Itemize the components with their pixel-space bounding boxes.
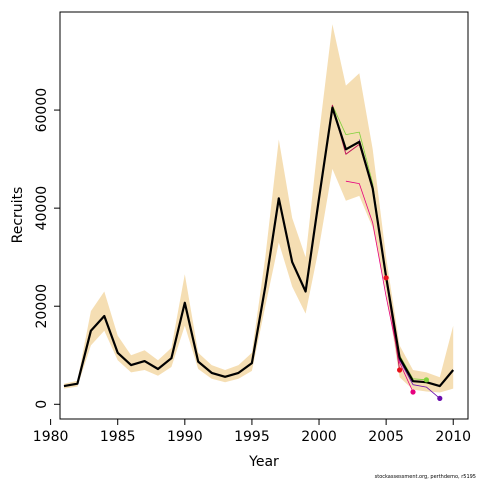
series-lines [63, 104, 455, 399]
y-tick-label: 40000 [34, 186, 50, 231]
endpoint-marker-4 [423, 377, 429, 383]
x-tick-label: 2000 [301, 429, 337, 445]
confidence-band [64, 24, 454, 393]
y-tick-label: 20000 [34, 284, 50, 329]
y-tick-label: 0 [34, 400, 50, 409]
y-axis-title: Recruits [10, 187, 26, 244]
series-line-3 [345, 180, 414, 393]
plot-area [59, 11, 469, 420]
x-tick-label: 1985 [100, 429, 136, 445]
x-tick-label: 1990 [167, 429, 203, 445]
confidence-band-area [64, 24, 454, 393]
x-tick-label: 1995 [234, 429, 270, 445]
x-axis-title: Year [248, 454, 279, 470]
endpoint-marker-1 [383, 275, 389, 281]
endpoint-marker-2 [397, 367, 403, 373]
x-tick-label: 2010 [435, 429, 471, 445]
series-line-1 [63, 106, 455, 388]
y-tick-label: 60000 [34, 88, 50, 133]
y-axis: 0 20000 40000 60000 [34, 88, 60, 409]
series-endpoints [383, 275, 443, 401]
x-tick-label: 2005 [368, 429, 404, 445]
endpoint-marker-3 [410, 389, 416, 395]
endpoint-marker-5 [437, 395, 443, 401]
footer-credit: stockassessment.org, perthdemo, r5195 [375, 474, 476, 480]
x-axis: 1980 1985 1990 1995 2000 2005 2010 [33, 419, 471, 445]
x-tick-label: 1980 [33, 429, 69, 445]
